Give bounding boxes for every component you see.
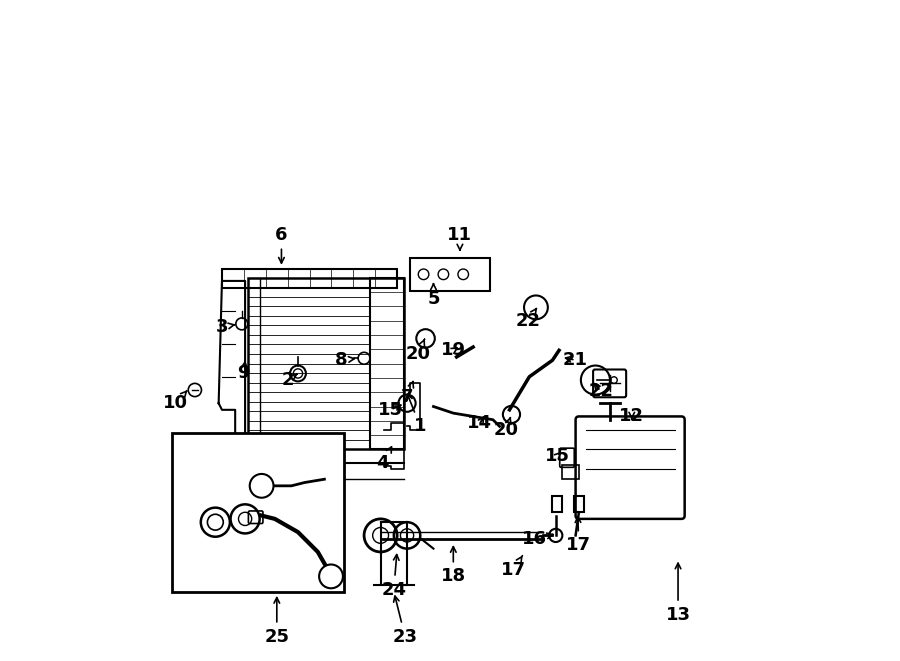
Text: 27: 27 (194, 540, 220, 576)
Text: 21: 21 (563, 351, 588, 369)
Text: 2: 2 (282, 371, 297, 389)
Text: 26: 26 (228, 537, 253, 576)
Text: 25: 25 (265, 598, 289, 646)
Text: 3: 3 (216, 318, 234, 336)
Text: 18: 18 (441, 547, 466, 586)
Text: 7: 7 (400, 381, 413, 406)
Text: 11: 11 (447, 225, 473, 250)
Bar (370, 278, 404, 449)
Text: 12: 12 (619, 407, 644, 426)
Text: 15: 15 (544, 447, 570, 465)
Text: 1: 1 (407, 395, 427, 436)
Text: 16: 16 (522, 529, 554, 548)
Circle shape (249, 474, 274, 498)
Text: 8: 8 (335, 351, 355, 369)
Text: 17: 17 (566, 517, 591, 555)
Text: 20: 20 (406, 339, 431, 363)
Bar (574, 496, 584, 512)
Bar (173, 433, 344, 592)
Text: 15: 15 (378, 401, 403, 419)
Circle shape (320, 564, 343, 588)
Text: 4: 4 (376, 447, 392, 472)
Bar (553, 496, 562, 512)
Text: 23: 23 (392, 596, 418, 646)
Text: 22: 22 (516, 309, 541, 330)
Text: 5: 5 (428, 284, 440, 308)
Text: 17: 17 (501, 556, 526, 579)
Text: 20: 20 (494, 418, 518, 439)
Text: 14: 14 (467, 414, 492, 432)
Text: 22: 22 (589, 382, 613, 401)
Text: 19: 19 (441, 341, 466, 360)
Text: 13: 13 (665, 563, 690, 624)
Text: 6: 6 (275, 225, 288, 263)
Bar (222, 269, 397, 288)
Text: 10: 10 (163, 391, 188, 412)
Text: 24: 24 (382, 555, 406, 599)
Text: 9: 9 (238, 362, 250, 383)
Bar (248, 278, 404, 449)
Bar (410, 258, 490, 291)
